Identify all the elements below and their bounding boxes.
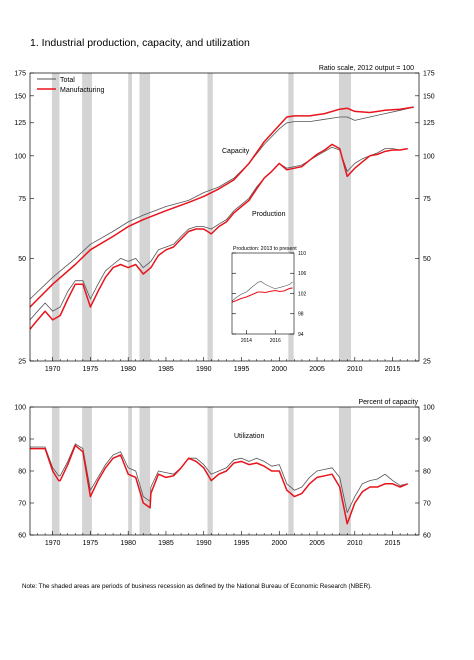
y-tick-label-right: 94 xyxy=(298,332,304,338)
legend: Total Manufacturing xyxy=(37,77,104,94)
x-tick-label: 2005 xyxy=(309,540,325,547)
x-tick-label: 2000 xyxy=(271,540,287,547)
recession-band xyxy=(207,407,213,535)
recession-band xyxy=(51,407,60,535)
y-tick-label-left: 60 xyxy=(18,532,26,539)
y-tick-label-right: 60 xyxy=(423,532,431,539)
series-manufacturing-production xyxy=(29,143,408,330)
series-total xyxy=(30,443,408,513)
y-tick-label-right: 98 xyxy=(298,312,304,318)
y-tick-label-right: 90 xyxy=(423,436,431,443)
recession-band xyxy=(207,73,213,361)
x-tick-label: 1985 xyxy=(158,366,174,373)
y-tick-label-right: 80 xyxy=(423,468,431,475)
recession-band xyxy=(139,73,151,361)
x-tick-label: 1980 xyxy=(120,540,136,547)
capacity-annotation: Capacity xyxy=(222,148,250,155)
capacity-production-chart: 25 25 50 50 75 75 100 100 125 125 150 150 175 175 1970… xyxy=(14,65,434,373)
recession-note: Note: The shaded areas are periods of bu… xyxy=(22,583,372,590)
y-tick-label-left: 80 xyxy=(18,468,26,475)
x-tick-label: 1990 xyxy=(196,540,212,547)
y-tick-label-right: 100 xyxy=(423,153,435,160)
x-tick-label: 1970 xyxy=(45,540,61,547)
plot-frame xyxy=(29,72,420,362)
x-tick-label: 1985 xyxy=(158,540,174,547)
series-total xyxy=(231,280,293,302)
y-tick-label-left: 125 xyxy=(14,120,26,127)
recession-band xyxy=(338,407,352,535)
recession-band xyxy=(338,73,352,361)
x-tick-label: 2005 xyxy=(309,366,325,373)
x-tick-label: 1995 xyxy=(234,540,250,547)
y-tick-label-left: 50 xyxy=(18,256,26,263)
recession-band xyxy=(288,73,294,361)
y-tick-label-right: 70 xyxy=(423,500,431,507)
series-manufacturing xyxy=(231,287,293,303)
y-tick-label-left: 25 xyxy=(18,358,26,365)
series-total-capacity xyxy=(29,106,414,300)
x-tick-label: 2010 xyxy=(347,540,363,547)
x-tick-label: 2010 xyxy=(347,366,363,373)
y-tick-label-right: 175 xyxy=(423,70,435,77)
legend-label-total: Total xyxy=(60,77,75,84)
production-inset-chart: 94 98 102 106 110 2014 2016 Production: 2013 t… xyxy=(231,246,307,344)
ratio-scale-note: Ratio scale, 2012 output = 100 xyxy=(319,65,414,72)
x-tick-label: 1970 xyxy=(45,366,61,373)
y-tick-label-right: 100 xyxy=(423,404,435,411)
y-tick-label-right: 110 xyxy=(298,251,306,257)
y-tick-label-left: 150 xyxy=(14,93,26,100)
y-tick-label-right: 150 xyxy=(423,93,435,100)
percent-of-capacity-note: Percent of capacity xyxy=(358,399,418,406)
production-annotation: Production xyxy=(252,211,286,218)
utilization-annotation: Utilization xyxy=(234,433,264,440)
x-tick-label: 2015 xyxy=(385,540,401,547)
recession-band xyxy=(51,73,60,361)
recession-band xyxy=(82,73,92,361)
recession-band xyxy=(128,73,132,361)
y-tick-label-right: 25 xyxy=(423,358,431,365)
x-tick-label: 2016 xyxy=(270,338,281,344)
utilization-chart: 60 60 70 70 80 80 90 90 100 100 1970 1975 1980 1985 19… xyxy=(14,399,434,547)
inset-background xyxy=(232,253,294,334)
y-tick-label-left: 75 xyxy=(18,196,26,203)
y-tick-label-right: 75 xyxy=(423,196,431,203)
series-manufacturing-capacity xyxy=(29,106,414,308)
x-tick-label: 1995 xyxy=(234,366,250,373)
x-tick-label: 1990 xyxy=(196,366,212,373)
x-tick-label: 1975 xyxy=(83,540,99,547)
x-tick-label: 1980 xyxy=(120,366,136,373)
series-manufacturing xyxy=(30,444,408,525)
x-tick-label: 2014 xyxy=(241,338,252,344)
figure-title: 1. Industrial production, capacity, and … xyxy=(30,37,250,49)
recession-band xyxy=(139,407,151,535)
x-tick-label: 2015 xyxy=(385,366,401,373)
inset-title: Production: 2013 to present xyxy=(233,246,297,252)
y-tick-label-left: 90 xyxy=(18,436,26,443)
y-tick-label-left: 175 xyxy=(14,70,26,77)
x-tick-label: 2000 xyxy=(271,366,287,373)
y-tick-label-right: 50 xyxy=(423,256,431,263)
y-tick-label-left: 70 xyxy=(18,500,26,507)
y-tick-label-right: 106 xyxy=(298,271,307,277)
recession-band xyxy=(128,407,132,535)
x-tick-label: 1975 xyxy=(83,366,99,373)
y-tick-label-right: 102 xyxy=(298,291,307,297)
y-tick-label-left: 100 xyxy=(14,153,26,160)
recession-band xyxy=(288,407,294,535)
legend-label-manufacturing: Manufacturing xyxy=(60,87,104,94)
y-tick-label-left: 100 xyxy=(14,404,26,411)
y-tick-label-right: 125 xyxy=(423,120,435,127)
